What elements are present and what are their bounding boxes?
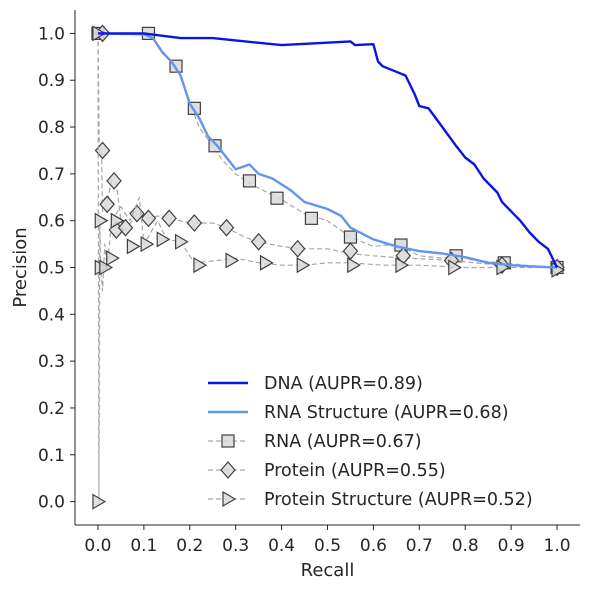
- rna-point: [208, 139, 222, 153]
- protein-structure-point: [99, 259, 114, 276]
- rna-point: [270, 191, 284, 205]
- x-tick-label: 0.6: [360, 536, 387, 556]
- protein-structure-point: [106, 250, 120, 267]
- legend-label: RNA (AUPR=0.67): [264, 432, 422, 452]
- protein-structure-point: [296, 257, 311, 274]
- y-tick-label: 1.0: [38, 24, 65, 44]
- protein-structure-point: [259, 254, 274, 271]
- axes: 0.0 0.1 0.2 0.3 0.4 0.5 0.6 0.7 0.8 0.9 1.0 0.0 0.1 0…: [38, 10, 580, 556]
- protein-point: [140, 209, 157, 228]
- protein-structure-point: [126, 238, 141, 255]
- y-tick-label: 0.9: [38, 71, 65, 91]
- x-tick-label: 0.7: [406, 536, 433, 556]
- y-tick-label: 0.1: [38, 446, 65, 466]
- series-layer: [91, 24, 566, 510]
- y-tick-label: 0.7: [38, 165, 65, 185]
- legend: DNA (AUPR=0.89) RNA Structure (AUPR=0.68)…: [208, 374, 533, 510]
- protein-structure-point: [347, 257, 361, 274]
- x-tick-label: 0.2: [176, 536, 203, 556]
- x-tick-label: 0.1: [130, 536, 157, 556]
- x-tick-label: 0.9: [498, 536, 525, 556]
- protein-point: [186, 214, 203, 232]
- series-dna: [98, 32, 559, 269]
- protein-point: [161, 209, 177, 228]
- rna-point: [242, 174, 257, 188]
- protein-structure-point: [193, 257, 208, 274]
- y-tick-label: 0.8: [38, 118, 65, 138]
- y-tick-label: 0.0: [38, 493, 65, 513]
- legend-label: Protein (AUPR=0.55): [264, 461, 446, 481]
- protein-structure-point: [110, 212, 125, 229]
- protein-point: [289, 239, 306, 258]
- rna-line: [98, 32, 558, 269]
- protein-point: [218, 218, 235, 237]
- series-rna-structure: [97, 32, 558, 269]
- rna-point: [343, 230, 358, 244]
- protein-structure-point: [92, 493, 107, 510]
- rna-structure-line: [97, 32, 558, 269]
- x-tick-label: 1.0: [544, 536, 571, 556]
- legend-item-rna-structure: RNA Structure (AUPR=0.68): [208, 403, 509, 423]
- x-tick-label: 0.5: [314, 536, 341, 556]
- protein-point: [106, 171, 122, 190]
- protein-structure-point: [94, 212, 109, 229]
- legend-marker: [220, 461, 236, 479]
- protein-point: [99, 195, 115, 214]
- legend-label: RNA Structure (AUPR=0.68): [264, 403, 509, 423]
- protein-structure-point: [174, 233, 189, 250]
- protein-structure-point: [140, 236, 155, 253]
- legend-marker: [221, 434, 235, 448]
- protein-point: [342, 242, 359, 261]
- protein-point: [117, 218, 134, 237]
- protein-structure-point: [225, 252, 240, 269]
- protein-structure-point: [395, 257, 410, 274]
- y-tick-label: 0.5: [38, 259, 65, 279]
- legend-label: Protein Structure (AUPR=0.52): [264, 490, 533, 510]
- y-tick-label: 0.2: [38, 399, 65, 419]
- y-tick-label: 0.6: [38, 212, 65, 232]
- x-tick-label: 0.0: [84, 536, 111, 556]
- legend-item-rna: RNA (AUPR=0.67): [208, 432, 422, 452]
- protein-structure-point: [448, 259, 462, 276]
- legend-marker: [222, 490, 237, 508]
- x-tick-label: 0.8: [452, 536, 479, 556]
- rna-point: [304, 211, 319, 225]
- x-tick-label: 0.4: [268, 536, 295, 556]
- protein-structure-point: [156, 231, 171, 248]
- x-tick-label: 0.3: [222, 536, 249, 556]
- y-axis-title: Precision: [10, 227, 31, 307]
- y-tick-label: 0.4: [38, 305, 65, 325]
- x-axis-title: Recall: [301, 560, 355, 581]
- legend-label: DNA (AUPR=0.89): [264, 374, 423, 394]
- y-tick-label: 0.3: [38, 352, 65, 372]
- protein-point: [250, 232, 267, 251]
- dna-line: [98, 32, 559, 269]
- legend-item-protein-structure: Protein Structure (AUPR=0.52): [208, 490, 533, 510]
- legend-item-protein: Protein (AUPR=0.55): [208, 461, 446, 481]
- legend-item-dna: DNA (AUPR=0.89): [208, 374, 423, 394]
- protein-line: [97, 33, 558, 269]
